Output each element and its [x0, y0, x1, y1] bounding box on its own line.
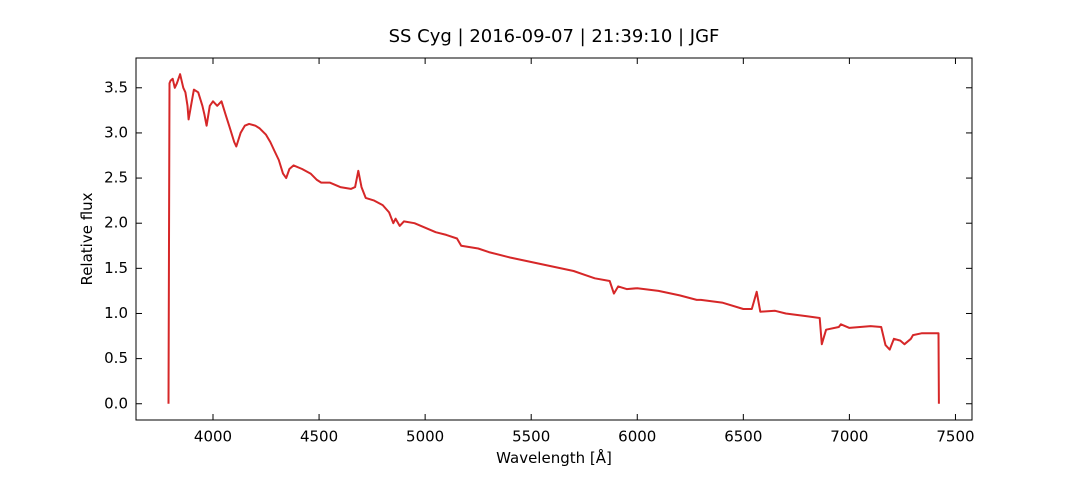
- spectrum-line: [167, 73, 940, 404]
- y-tick-label: 1.5: [104, 259, 128, 277]
- x-tick-label: 6000: [618, 428, 656, 446]
- y-tick-label: 3.0: [104, 123, 128, 141]
- y-tick-label: 3.5: [104, 78, 128, 96]
- y-tick-label: 0.5: [104, 349, 128, 367]
- x-tick-label: 4000: [194, 428, 232, 446]
- plot-frame: [135, 57, 973, 421]
- chart-title: SS Cyg | 2016-09-07 | 21:39:10 | JGF: [389, 26, 720, 47]
- y-tick-label: 2.5: [104, 169, 128, 187]
- y-axis-label: Relative flux: [78, 192, 96, 285]
- y-tick-label: 0.0: [104, 394, 128, 412]
- x-tick-label: 5000: [406, 428, 444, 446]
- y-tick-label: 2.0: [104, 214, 128, 232]
- x-axis-label: Wavelength [Å]: [496, 448, 612, 467]
- x-tick-label: 6500: [724, 428, 762, 446]
- x-tick-label: 7000: [830, 428, 868, 446]
- x-tick-label: 4500: [300, 428, 338, 446]
- y-tick-label: 1.0: [104, 304, 128, 322]
- x-tick-label: 5500: [512, 428, 550, 446]
- x-tick-label: 7500: [936, 428, 974, 446]
